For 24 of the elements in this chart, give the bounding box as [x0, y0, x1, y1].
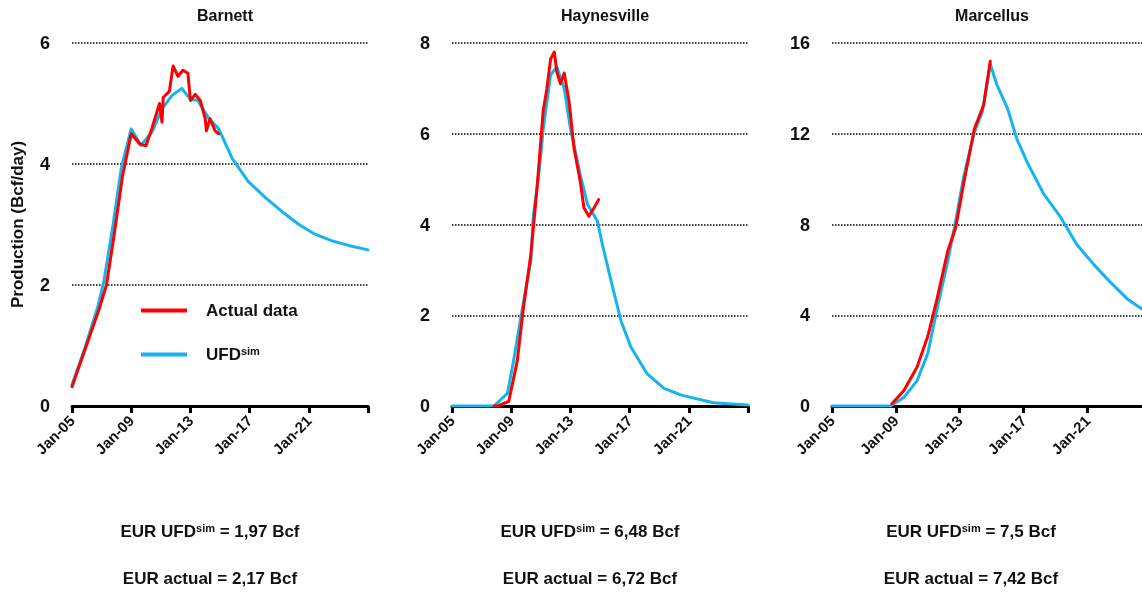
y-tick-label: 12	[789, 123, 810, 144]
chart-title: Barnett	[196, 6, 254, 24]
y-tick-label: 2	[419, 305, 430, 326]
text: EUR actual = 7,42 Bcf	[883, 569, 1059, 588]
y-tick-label: 8	[799, 214, 810, 235]
text: EUR actual = 6,72 Bcf	[502, 569, 678, 588]
y-tick-label: 4	[419, 214, 430, 235]
y-tick-label: 8	[419, 33, 430, 53]
text: EUR actual = 2,17 Bcf	[122, 569, 298, 588]
y-axis-title: Production (Bcf/day)	[8, 140, 27, 309]
y-tick-label: 0	[419, 396, 430, 416]
y-tick-label: 0	[39, 396, 50, 416]
y-tick-label: 4	[39, 154, 50, 174]
y-tick-label: 6	[419, 123, 430, 144]
line-series	[492, 50, 601, 408]
chart-title: Haynesville	[560, 6, 650, 24]
y-tick-label: 2	[39, 275, 50, 295]
y-tick-label: 16	[789, 33, 810, 53]
y-tick-label: 0	[799, 396, 810, 416]
y-tick-label: 4	[799, 305, 810, 326]
line-series	[890, 59, 992, 406]
legend-label: Actual data	[206, 301, 299, 320]
y-tick-label: 6	[39, 33, 50, 53]
chart-title: Marcellus	[955, 6, 1030, 24]
